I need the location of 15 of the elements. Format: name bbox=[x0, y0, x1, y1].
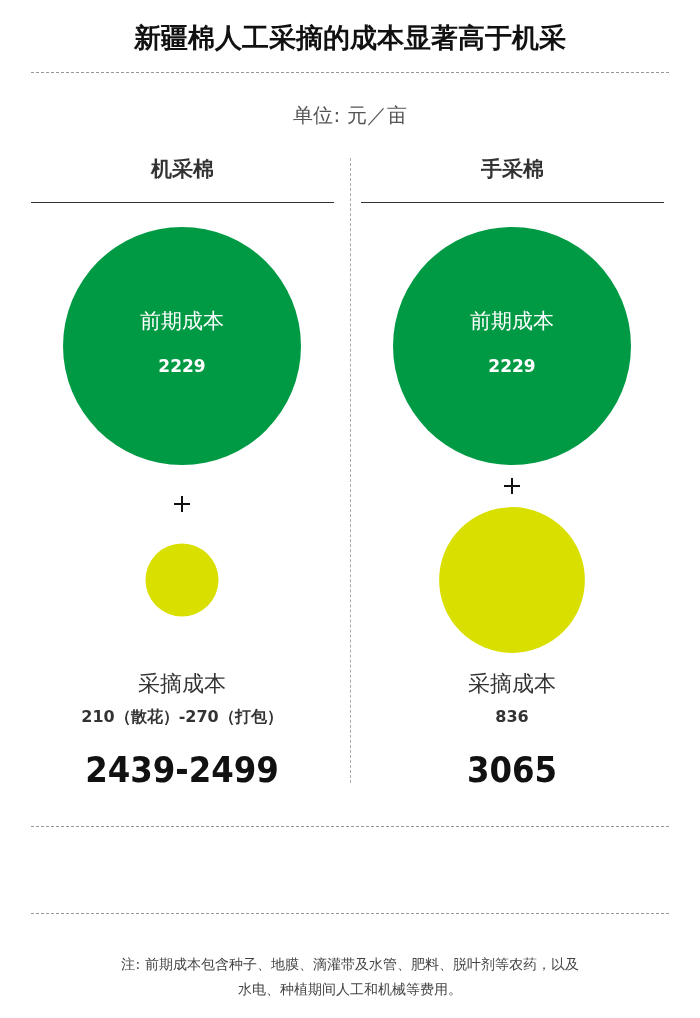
category-label: 采摘成本 bbox=[468, 670, 556, 696]
text: 新疆棉人工采摘的成本显著高于机采 bbox=[133, 21, 567, 55]
data-label: 210（散花）-270（打包） bbox=[81, 707, 283, 727]
category-label: 前期成本 bbox=[140, 309, 224, 334]
text: 注: 前期成本包含种子、地膜、滴灌带及水管、肥料、脱叶剂等农药，以及水电、种植期间人工和机械等费用。 bbox=[120, 955, 580, 999]
data-label: 836 bbox=[495, 707, 529, 727]
category-label: 前期成本 bbox=[470, 309, 554, 334]
category-label: 采摘成本 bbox=[138, 670, 226, 696]
data-label: 2229 bbox=[158, 356, 206, 377]
text: 2439-2499 bbox=[85, 749, 279, 791]
text: 单位: 元／亩 bbox=[292, 102, 408, 129]
text: 3065 bbox=[466, 749, 558, 791]
text: 手采棉 bbox=[361, 155, 664, 203]
text: 机采棉 bbox=[31, 155, 334, 203]
data-label: 2229 bbox=[488, 356, 536, 377]
